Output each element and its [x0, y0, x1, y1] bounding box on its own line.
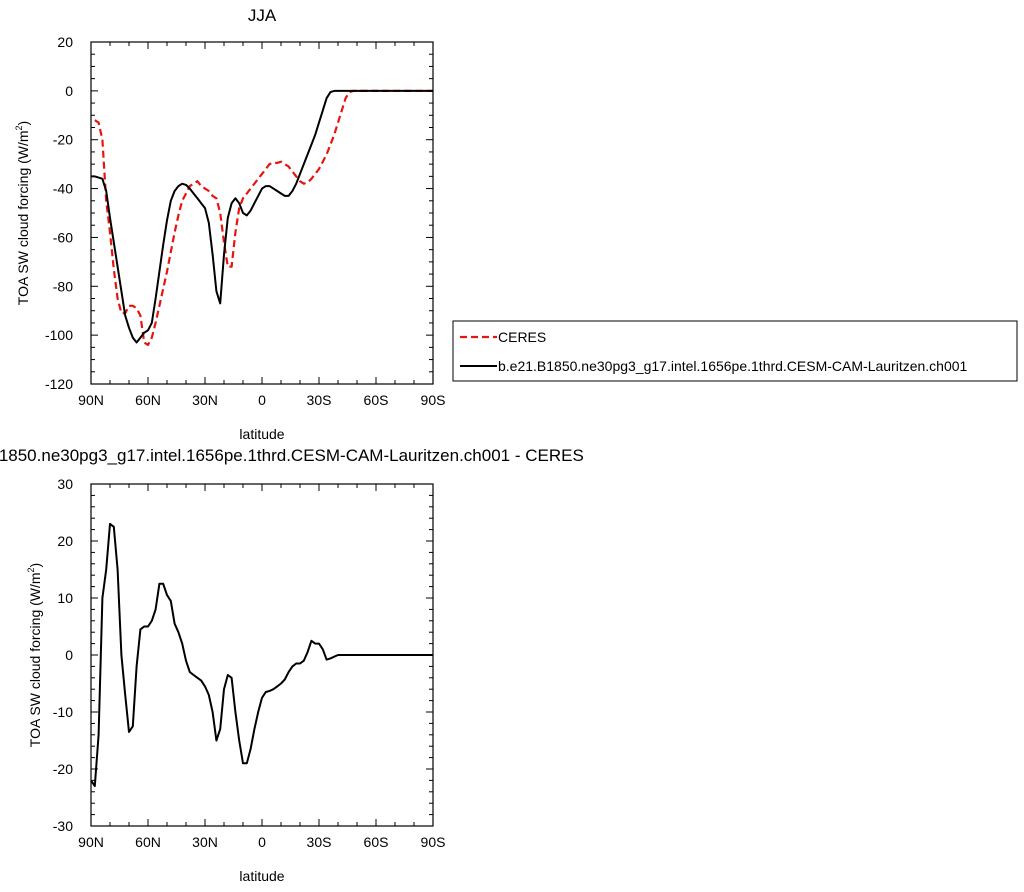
y-tick-label: -120: [45, 376, 73, 392]
x-tick-label: 60N: [135, 392, 161, 408]
x-axis-label: latitude: [239, 426, 284, 442]
plot-area: [91, 89, 433, 346]
series-line-ceres: [94, 89, 433, 346]
chart-bottom: b.e21.B1850.ne30pg3_g17.intel.1656pe.1th…: [0, 446, 584, 884]
y-axis-label: TOA SW cloud forcing (W/m2): [26, 563, 43, 747]
legend-label-ceres: CERES: [498, 329, 546, 345]
legend: CERES b.e21.B1850.ne30pg3_g17.intel.1656…: [452, 320, 1018, 382]
y-tick-label: 20: [57, 533, 73, 549]
y-tick-label: -60: [53, 229, 73, 245]
y-tick-label: 10: [57, 590, 73, 606]
y-tick-label: -20: [53, 132, 73, 148]
x-tick-label: 60S: [364, 392, 389, 408]
y-tick-label: -10: [53, 704, 73, 720]
y-tick-label: 20: [57, 34, 73, 50]
x-tick-label: 30N: [192, 834, 218, 850]
y-tick-label: 30: [57, 476, 73, 492]
x-tick-label: 0: [258, 392, 266, 408]
x-tick-label: 90N: [78, 392, 104, 408]
x-tick-label: 60S: [364, 834, 389, 850]
x-tick-label: 60N: [135, 834, 161, 850]
axis-ticks: 90N 60N 30N 0 30S 60S 90S -120 -100 -80 -60 -40 -20 0…: [45, 34, 445, 408]
x-tick-label: 30S: [307, 834, 332, 850]
x-tick-label: 90S: [421, 392, 446, 408]
chart-top: JJA 90N 60N 30N 0 30S 60S 90S -120 -100 -80 -60 -40…: [14, 6, 1018, 442]
y-axis-label: TOA SW cloud forcing (W/m2): [14, 121, 31, 305]
axis-ticks: 90N 60N 30N 0 30S 60S 90S -30 -20 -10 0 10 20 30: [53, 476, 446, 850]
chart-title: b.e21.B1850.ne30pg3_g17.intel.1656pe.1th…: [0, 446, 584, 465]
y-tick-label: 0: [65, 83, 73, 99]
plot-area: [90, 522, 433, 788]
legend-box: [452, 320, 1018, 382]
x-tick-label: 0: [258, 834, 266, 850]
chart-title: JJA: [248, 6, 277, 25]
y-tick-label: -80: [53, 278, 73, 294]
y-tick-label: -40: [53, 181, 73, 197]
series-line-model: [91, 89, 433, 344]
series-line-model: [90, 522, 433, 788]
y-tick-label: -100: [45, 327, 73, 343]
y-tick-label: -20: [53, 761, 73, 777]
x-tick-label: 90S: [421, 834, 446, 850]
y-tick-label: -30: [53, 818, 73, 834]
x-tick-label: 30S: [307, 392, 332, 408]
x-tick-label: 90N: [78, 834, 104, 850]
legend-label-model: b.e21.B1850.ne30pg3_g17.intel.1656pe.1th…: [498, 358, 968, 374]
x-tick-label: 30N: [192, 392, 218, 408]
y-tick-label: 0: [65, 647, 73, 663]
x-axis-label: latitude: [239, 868, 284, 884]
